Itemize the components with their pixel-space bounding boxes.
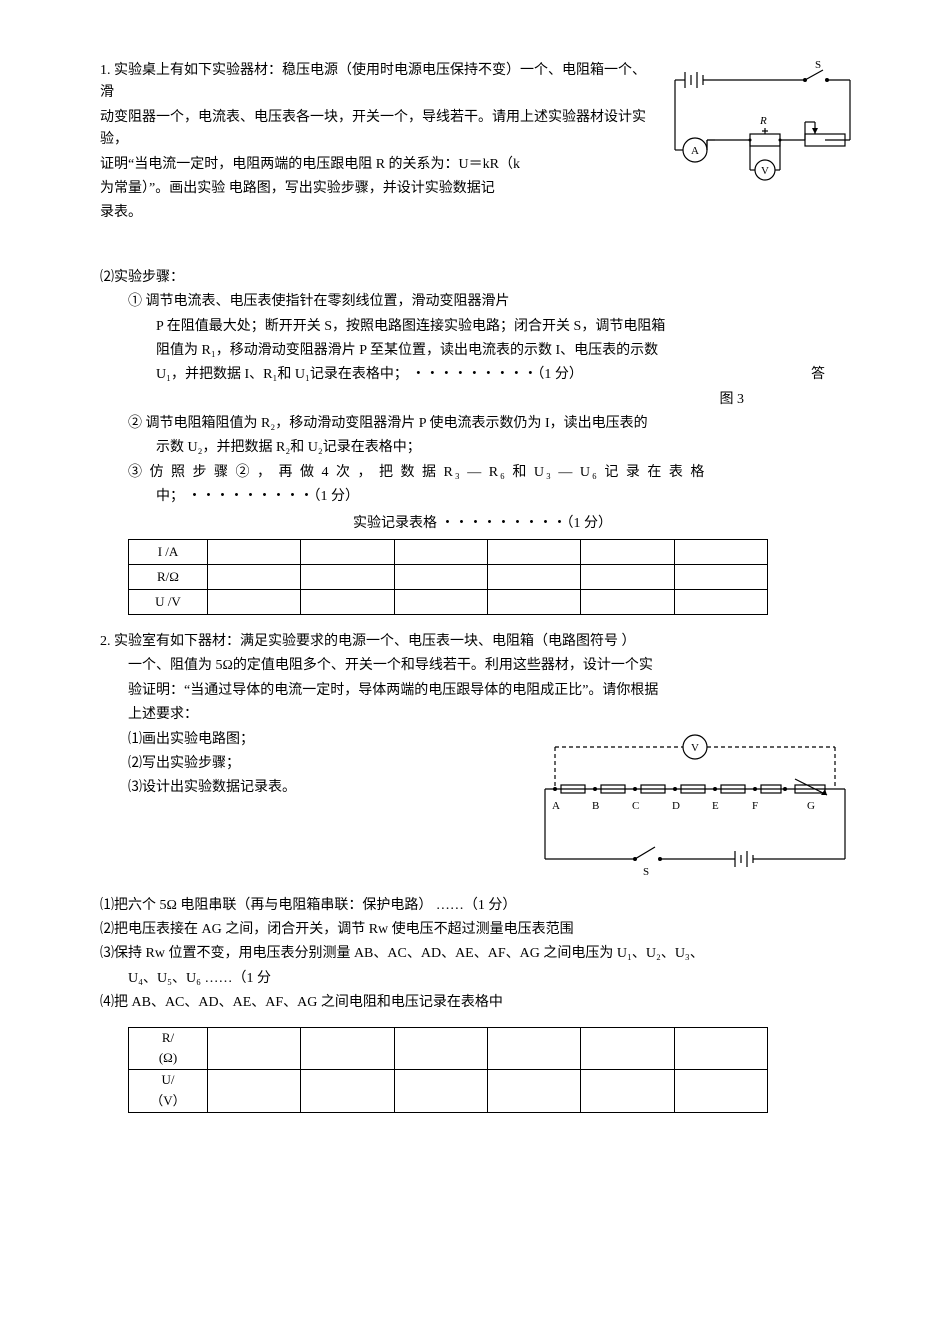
circuit-diagram-1: S R A	[655, 60, 865, 200]
circuit-diagram-2: V A B	[525, 729, 865, 889]
q1-tbl-h2: R/Ω	[129, 565, 208, 590]
table-cell	[487, 1070, 580, 1113]
circuit-svg-1: S R A	[655, 60, 865, 200]
q1-step2-a: ② 调节电阻箱阻值为 R₂，移动滑动变阻器滑片 P 使电流表示数仍为 I，读出电…	[100, 413, 865, 435]
label-v: V	[761, 165, 769, 177]
q1-data-table: I /A R/Ω U /V	[128, 539, 768, 615]
table-row: U /V	[129, 590, 768, 615]
question-2: 2. 实验室有如下器材：满足实验要求的电源一个、电压表一块、电阻箱（电路图符号 …	[100, 631, 865, 1123]
q2-intro-line1: 2. 实验室有如下器材：满足实验要求的电源一个、电压表一块、电阻箱（电路图符号 …	[100, 631, 865, 653]
node-e: E	[712, 800, 719, 812]
table-cell	[581, 540, 674, 565]
label-a: A	[691, 145, 699, 157]
table-cell	[208, 1070, 301, 1113]
q2-data-table: R/ (Ω) U/ （V）	[128, 1027, 768, 1113]
q1-intro-line5: 录表。	[100, 202, 865, 224]
q1-step3-a: ③ 仿 照 步 骤 ② ， 再 做 4 次 ， 把 数 据 R₃ — R₆ 和 …	[100, 462, 865, 484]
q1-steps-heading: ⑵实验步骤：	[100, 267, 865, 289]
label-s2: S	[643, 866, 649, 878]
q2-ans3b: U₄、U₅、U₆ ……（1 分	[100, 968, 865, 990]
table-cell	[487, 540, 580, 565]
table-cell	[674, 565, 767, 590]
table-cell	[487, 565, 580, 590]
table-cell	[394, 565, 487, 590]
table-cell	[301, 540, 394, 565]
node-g: G	[807, 800, 815, 812]
table-cell	[394, 590, 487, 615]
table-cell	[674, 590, 767, 615]
table-cell	[487, 1027, 580, 1070]
q2-ans2: ⑵把电压表接在 AG 之间，闭合开关，调节 Rw 使电压不超过测量电压表范围	[100, 919, 865, 941]
node-f: F	[752, 800, 758, 812]
node-d: D	[672, 800, 680, 812]
q2-intro-line2: 一个、阻值为 5Ω的定值电阻多个、开关一个和导线若干。利用这些器材，设计一个实	[100, 655, 865, 677]
table-row: U/ （V）	[129, 1070, 768, 1113]
q2-intro-line4: 上述要求：	[100, 704, 865, 726]
q1-step1-b: P 在阻值最大处；断开开关 S，按照电路图连接实验电路；闭合开关 S，调节电阻箱	[100, 316, 865, 338]
table-cell	[581, 590, 674, 615]
table-cell	[674, 1027, 767, 1070]
label-s: S	[815, 60, 821, 71]
q1-step3-b: 中； ・・・・・・・・・（1 分）	[100, 486, 865, 508]
q1-step2-b: 示数 U₂，并把数据 R₂和 U₂记录在表格中；	[100, 437, 865, 459]
question-1: S R A	[100, 60, 865, 625]
q2-ans1: ⑴把六个 5Ω 电阻串联（再与电阻箱串联：保护电路） ……（1 分）	[100, 895, 865, 917]
table-cell	[394, 1027, 487, 1070]
table-cell	[208, 540, 301, 565]
q1-step1-d: U₁，并把数据 I、R₁和 U₁记录在表格中； ・・・・・・・・・（1 分） 答	[100, 364, 865, 386]
table-cell	[394, 1070, 487, 1113]
q1-step1-c: 阻值为 R₁，移动滑动变阻器滑片 P 至某位置，读出电流表的示数 I、电压表的示…	[100, 340, 865, 362]
table-cell	[208, 565, 301, 590]
q2-tbl-h1: R/ (Ω)	[129, 1027, 208, 1070]
q2-intro-line3: 验证明：“当通过导体的电流一定时，导体两端的电压跟导体的电阻成正比”。请你根据	[100, 680, 865, 702]
table-cell	[301, 1070, 394, 1113]
table-row: I /A	[129, 540, 768, 565]
q1-step1-a: ① 调节电流表、电压表使指针在零刻线位置，滑动变阻器滑片	[100, 291, 865, 313]
q1-tbl-h3: U /V	[129, 590, 208, 615]
table-cell	[301, 1027, 394, 1070]
table-cell	[581, 565, 674, 590]
table-row: R/ (Ω)	[129, 1027, 768, 1070]
table-cell	[301, 565, 394, 590]
table-cell	[208, 1027, 301, 1070]
q2-tbl-h2: U/ （V）	[129, 1070, 208, 1113]
node-b: B	[592, 800, 599, 812]
table-row: R/Ω	[129, 565, 768, 590]
q1-step1-e: 图 3	[100, 389, 865, 411]
table-cell	[674, 540, 767, 565]
label-r: R	[759, 115, 767, 127]
table-cell	[301, 590, 394, 615]
q1-tbl-h1: I /A	[129, 540, 208, 565]
table-cell	[487, 590, 580, 615]
table-cell	[208, 590, 301, 615]
q2-ans4: ⑷把 AB、AC、AD、AE、AF、AG 之间电阻和电压记录在表格中	[100, 992, 865, 1014]
q2-ans3a: ⑶保持 Rw 位置不变，用电压表分别测量 AB、AC、AD、AE、AF、AG 之…	[100, 943, 865, 965]
q1-step1-d-right: 答	[811, 364, 865, 386]
q1-table-caption: 实验记录表格 ・・・・・・・・・（1 分）	[100, 513, 865, 535]
q1-step1-e-text: 图 3	[720, 392, 745, 407]
table-cell	[581, 1070, 674, 1113]
node-c: C	[632, 800, 639, 812]
label-v2: V	[691, 742, 699, 754]
node-a: A	[552, 800, 560, 812]
table-cell	[581, 1027, 674, 1070]
table-cell	[674, 1070, 767, 1113]
table-cell	[394, 540, 487, 565]
q1-step1-d-text: U₁，并把数据 I、R₁和 U₁记录在表格中； ・・・・・・・・・（1 分）	[156, 367, 583, 382]
circuit-svg-2: V A B	[525, 729, 865, 889]
